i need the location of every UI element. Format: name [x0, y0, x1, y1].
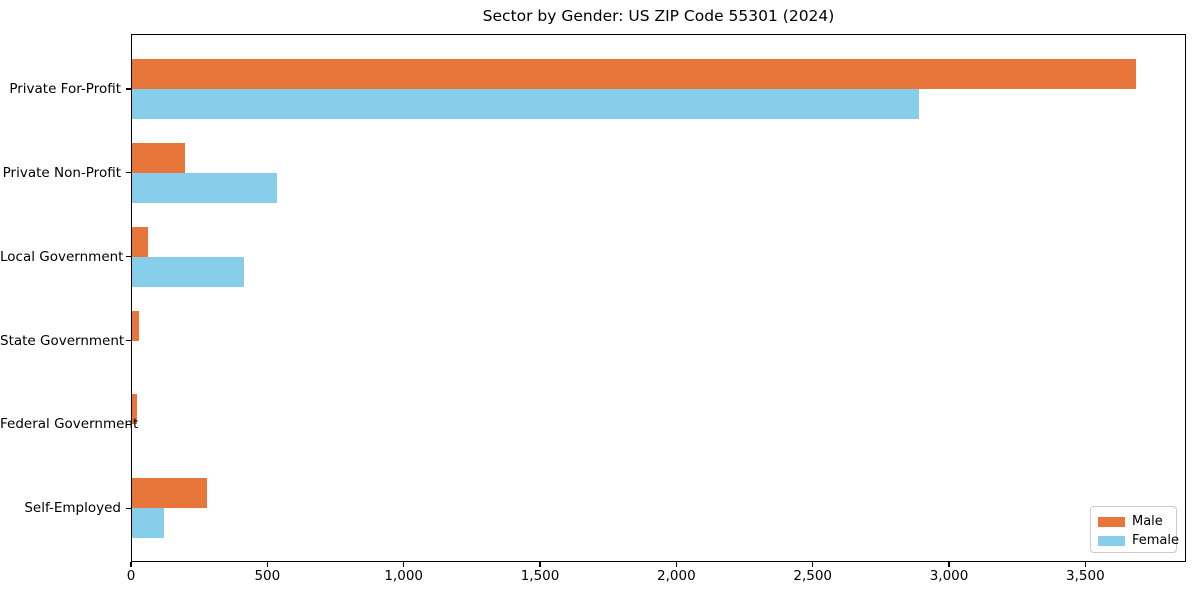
x-tick-mark — [675, 562, 677, 567]
x-tick-label: 500 — [254, 568, 281, 584]
bar-female-2 — [132, 256, 244, 287]
x-tick-mark — [539, 562, 541, 567]
x-tick-mark — [266, 562, 268, 567]
x-tick-label: 1,000 — [384, 568, 423, 584]
y-tick-label: Self-Employed — [24, 500, 121, 517]
y-tick-label: Local Government — [0, 248, 124, 265]
bar-female-5 — [132, 508, 165, 539]
y-tick-label: Federal Government — [0, 416, 139, 433]
plot-area — [131, 34, 1186, 562]
x-tick-label: 3,000 — [929, 568, 969, 584]
y-tick-mark — [126, 256, 131, 258]
legend-entry-female: Female — [1098, 531, 1179, 550]
bar-male-0 — [132, 59, 1137, 89]
y-tick-mark — [126, 507, 131, 509]
legend: Male Female — [1090, 506, 1179, 553]
bar-male-5 — [132, 478, 207, 509]
female-color-swatch — [1098, 535, 1125, 546]
x-tick-mark — [130, 562, 132, 567]
x-tick-label: 2,000 — [657, 568, 696, 584]
y-tick-mark — [126, 172, 131, 174]
legend-label-male: Male — [1132, 514, 1163, 529]
x-tick-mark — [1084, 562, 1086, 567]
x-tick-label: 1,500 — [520, 568, 560, 584]
y-tick-label: State Government — [0, 332, 125, 349]
male-color-swatch — [1098, 516, 1125, 527]
x-tick-mark — [948, 562, 950, 567]
bar-male-3 — [132, 310, 139, 341]
legend-entry-male: Male — [1098, 512, 1170, 531]
x-tick-mark — [812, 562, 814, 567]
bar-male-2 — [132, 226, 148, 257]
bar-female-0 — [132, 89, 919, 119]
y-tick-mark — [126, 88, 131, 90]
y-tick-mark — [126, 423, 131, 426]
y-tick-label: Private Non-Profit — [2, 164, 121, 181]
x-tick-label: 3,500 — [1066, 568, 1105, 584]
x-tick-mark — [403, 562, 405, 567]
bar-male-4 — [132, 394, 138, 425]
bar-female-1 — [132, 172, 278, 203]
x-tick-label: 2,500 — [793, 568, 833, 584]
chart-title: Sector by Gender: US ZIP Code 55301 (202… — [482, 7, 835, 25]
bar-male-1 — [132, 142, 186, 173]
y-tick-label: Private For-Profit — [9, 81, 121, 97]
x-tick-label: 0 — [126, 568, 136, 584]
y-tick-mark — [126, 340, 131, 342]
legend-label-female: Female — [1132, 533, 1180, 548]
